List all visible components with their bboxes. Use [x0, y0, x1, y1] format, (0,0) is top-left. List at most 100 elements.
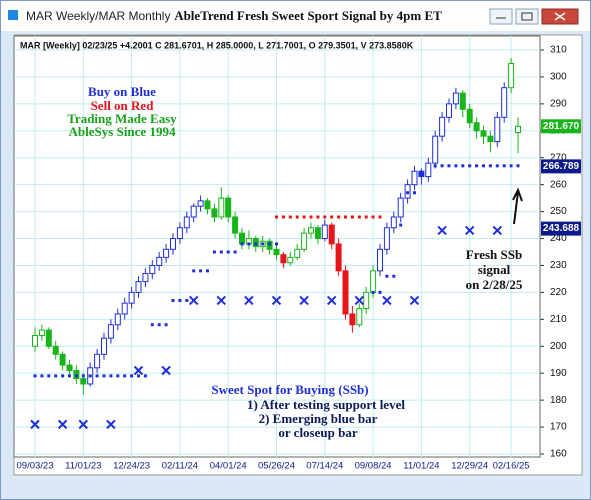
- resistance-dot: [344, 215, 347, 219]
- support-dot: [385, 274, 389, 278]
- x-mark: [409, 295, 420, 306]
- support-dot: [61, 374, 65, 378]
- support-dot: [516, 164, 520, 168]
- candle-body: [225, 197, 232, 218]
- app-icon: [8, 10, 18, 20]
- candle-body: [218, 197, 225, 218]
- support-dot: [95, 374, 99, 378]
- support-dot: [261, 242, 265, 246]
- candle-body: [114, 313, 121, 326]
- y-tick-label: 300: [550, 72, 567, 83]
- x-tick-label: 11/01/24: [403, 461, 439, 472]
- support-dot: [406, 191, 410, 195]
- annotation: or closeup bar: [278, 425, 357, 440]
- x-tick-label: 02/16/25: [493, 461, 530, 472]
- support-dot: [226, 250, 230, 254]
- resistance-dot: [371, 215, 375, 219]
- support-dot: [192, 269, 196, 273]
- candle-body: [432, 135, 439, 164]
- support-dot: [212, 250, 216, 254]
- support-dot: [185, 298, 189, 302]
- candle-body: [135, 281, 142, 293]
- support-dot: [268, 242, 272, 246]
- resistance-dot: [330, 215, 334, 219]
- x-mark: [133, 365, 144, 376]
- annotation: 1) After testing support level: [247, 397, 405, 412]
- x-mark: [106, 419, 116, 430]
- candle-body: [411, 170, 418, 186]
- candle-body: [446, 103, 452, 118]
- support-dot: [378, 290, 382, 294]
- resistance-dot: [316, 215, 320, 219]
- support-dot: [171, 298, 175, 302]
- x-tick-label: 09/03/23: [17, 461, 54, 472]
- candle-body: [94, 353, 101, 369]
- x-tick-label: 09/08/24: [355, 461, 392, 472]
- support-dot: [392, 274, 396, 278]
- chart-title: AbleTrend Fresh Sweet Sport Signal by 4p…: [174, 8, 442, 23]
- support-dot: [447, 164, 451, 168]
- support-dot: [81, 374, 85, 378]
- support-dot: [219, 250, 223, 254]
- support-dot: [116, 374, 120, 378]
- candle-body: [328, 224, 335, 245]
- x-mark: [188, 295, 199, 306]
- x-tick-label: 02/11/24: [162, 461, 198, 472]
- resistance-dot: [323, 215, 327, 219]
- candle-body: [480, 130, 487, 137]
- annotation: signal: [478, 262, 511, 277]
- maximize-button[interactable]: [515, 8, 539, 25]
- candle-body: [294, 248, 301, 258]
- support-dot: [164, 323, 168, 327]
- support-dot: [440, 164, 444, 168]
- annotation: Sell on Red: [91, 98, 155, 113]
- annotation: 2) Emerging blue bar: [259, 411, 378, 426]
- minimize-button[interactable]: [489, 8, 513, 25]
- resistance-dot: [302, 215, 306, 219]
- candle-body: [59, 353, 66, 366]
- resistance-dot: [378, 215, 382, 219]
- y-tick-label: 260: [550, 179, 567, 190]
- x-mark: [57, 419, 68, 430]
- resistance-dot: [309, 215, 313, 219]
- price-box: [541, 119, 581, 134]
- candle-body: [494, 116, 501, 143]
- candle-body: [473, 122, 480, 132]
- candle-body: [183, 216, 190, 229]
- support-dot: [461, 164, 465, 168]
- resistance-dot: [288, 215, 292, 219]
- x-mark: [382, 295, 392, 306]
- maximize-icon: [521, 12, 533, 21]
- support-dot: [40, 374, 44, 378]
- support-dot: [199, 269, 203, 273]
- x-mark: [354, 295, 365, 306]
- candle-body: [204, 200, 211, 210]
- support-dot: [240, 242, 244, 246]
- support-dot: [157, 323, 161, 327]
- y-tick-label: 240: [550, 233, 567, 244]
- resistance-dot: [357, 215, 361, 219]
- x-tick-label: 07/14/24: [306, 461, 343, 472]
- support-dot: [254, 242, 258, 246]
- support-dot: [150, 323, 154, 327]
- y-tick-label: 230: [550, 260, 567, 271]
- candle-body: [466, 108, 473, 124]
- candle-body: [32, 334, 38, 347]
- candle-body: [390, 216, 397, 229]
- support-dot: [109, 374, 113, 378]
- support-dot: [47, 374, 51, 378]
- candle-body: [356, 308, 363, 326]
- candle-body: [418, 170, 425, 178]
- annotation: Buy on Blue: [88, 84, 156, 99]
- support-dot: [178, 298, 182, 302]
- x-mark: [492, 225, 503, 236]
- candle-body: [383, 227, 390, 250]
- y-tick-label: 310: [550, 45, 567, 56]
- price-box: [541, 159, 581, 174]
- candle-body: [163, 248, 170, 258]
- candle-body: [211, 208, 218, 218]
- candle-body: [397, 197, 404, 218]
- support-dot: [509, 164, 513, 168]
- candle-body: [501, 87, 508, 118]
